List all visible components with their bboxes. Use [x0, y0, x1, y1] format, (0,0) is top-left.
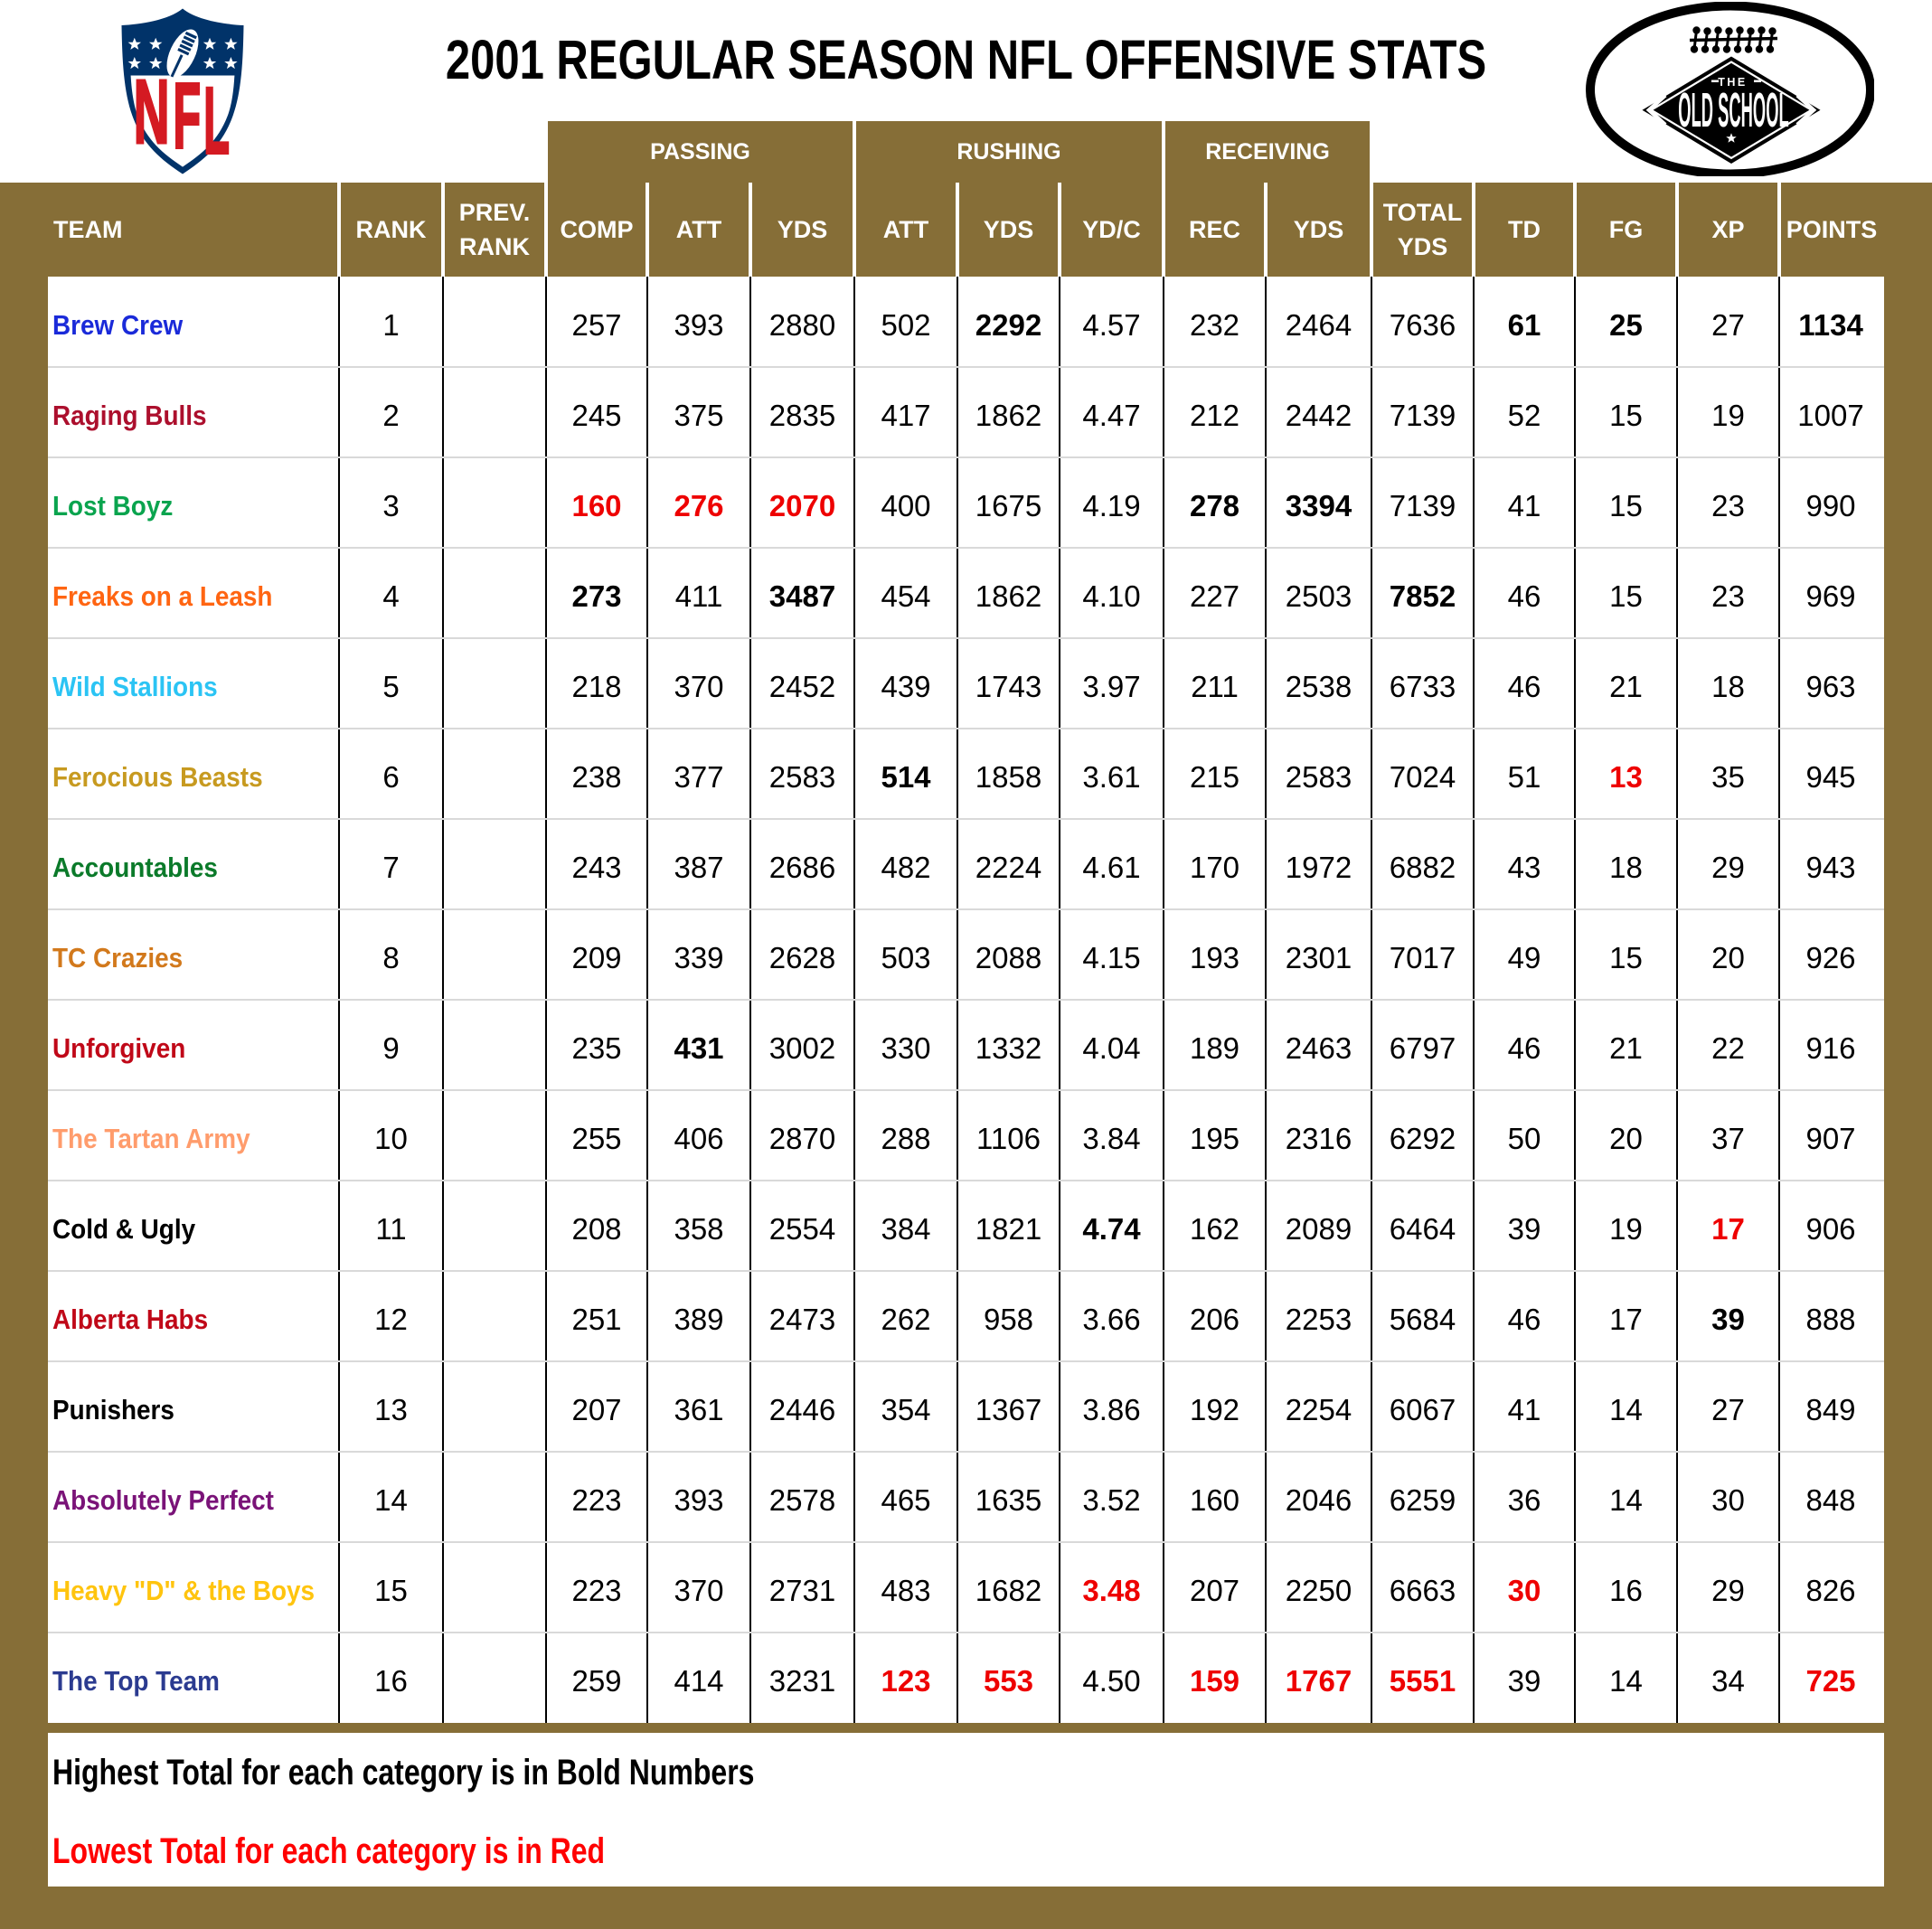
svg-text:THE: THE	[1718, 76, 1748, 89]
svg-text:OLD SCHOOL: OLD SCHOOL	[1678, 81, 1788, 137]
svg-text:F: F	[173, 65, 201, 168]
svg-text:N: N	[134, 62, 170, 164]
svg-text:L: L	[203, 68, 230, 174]
